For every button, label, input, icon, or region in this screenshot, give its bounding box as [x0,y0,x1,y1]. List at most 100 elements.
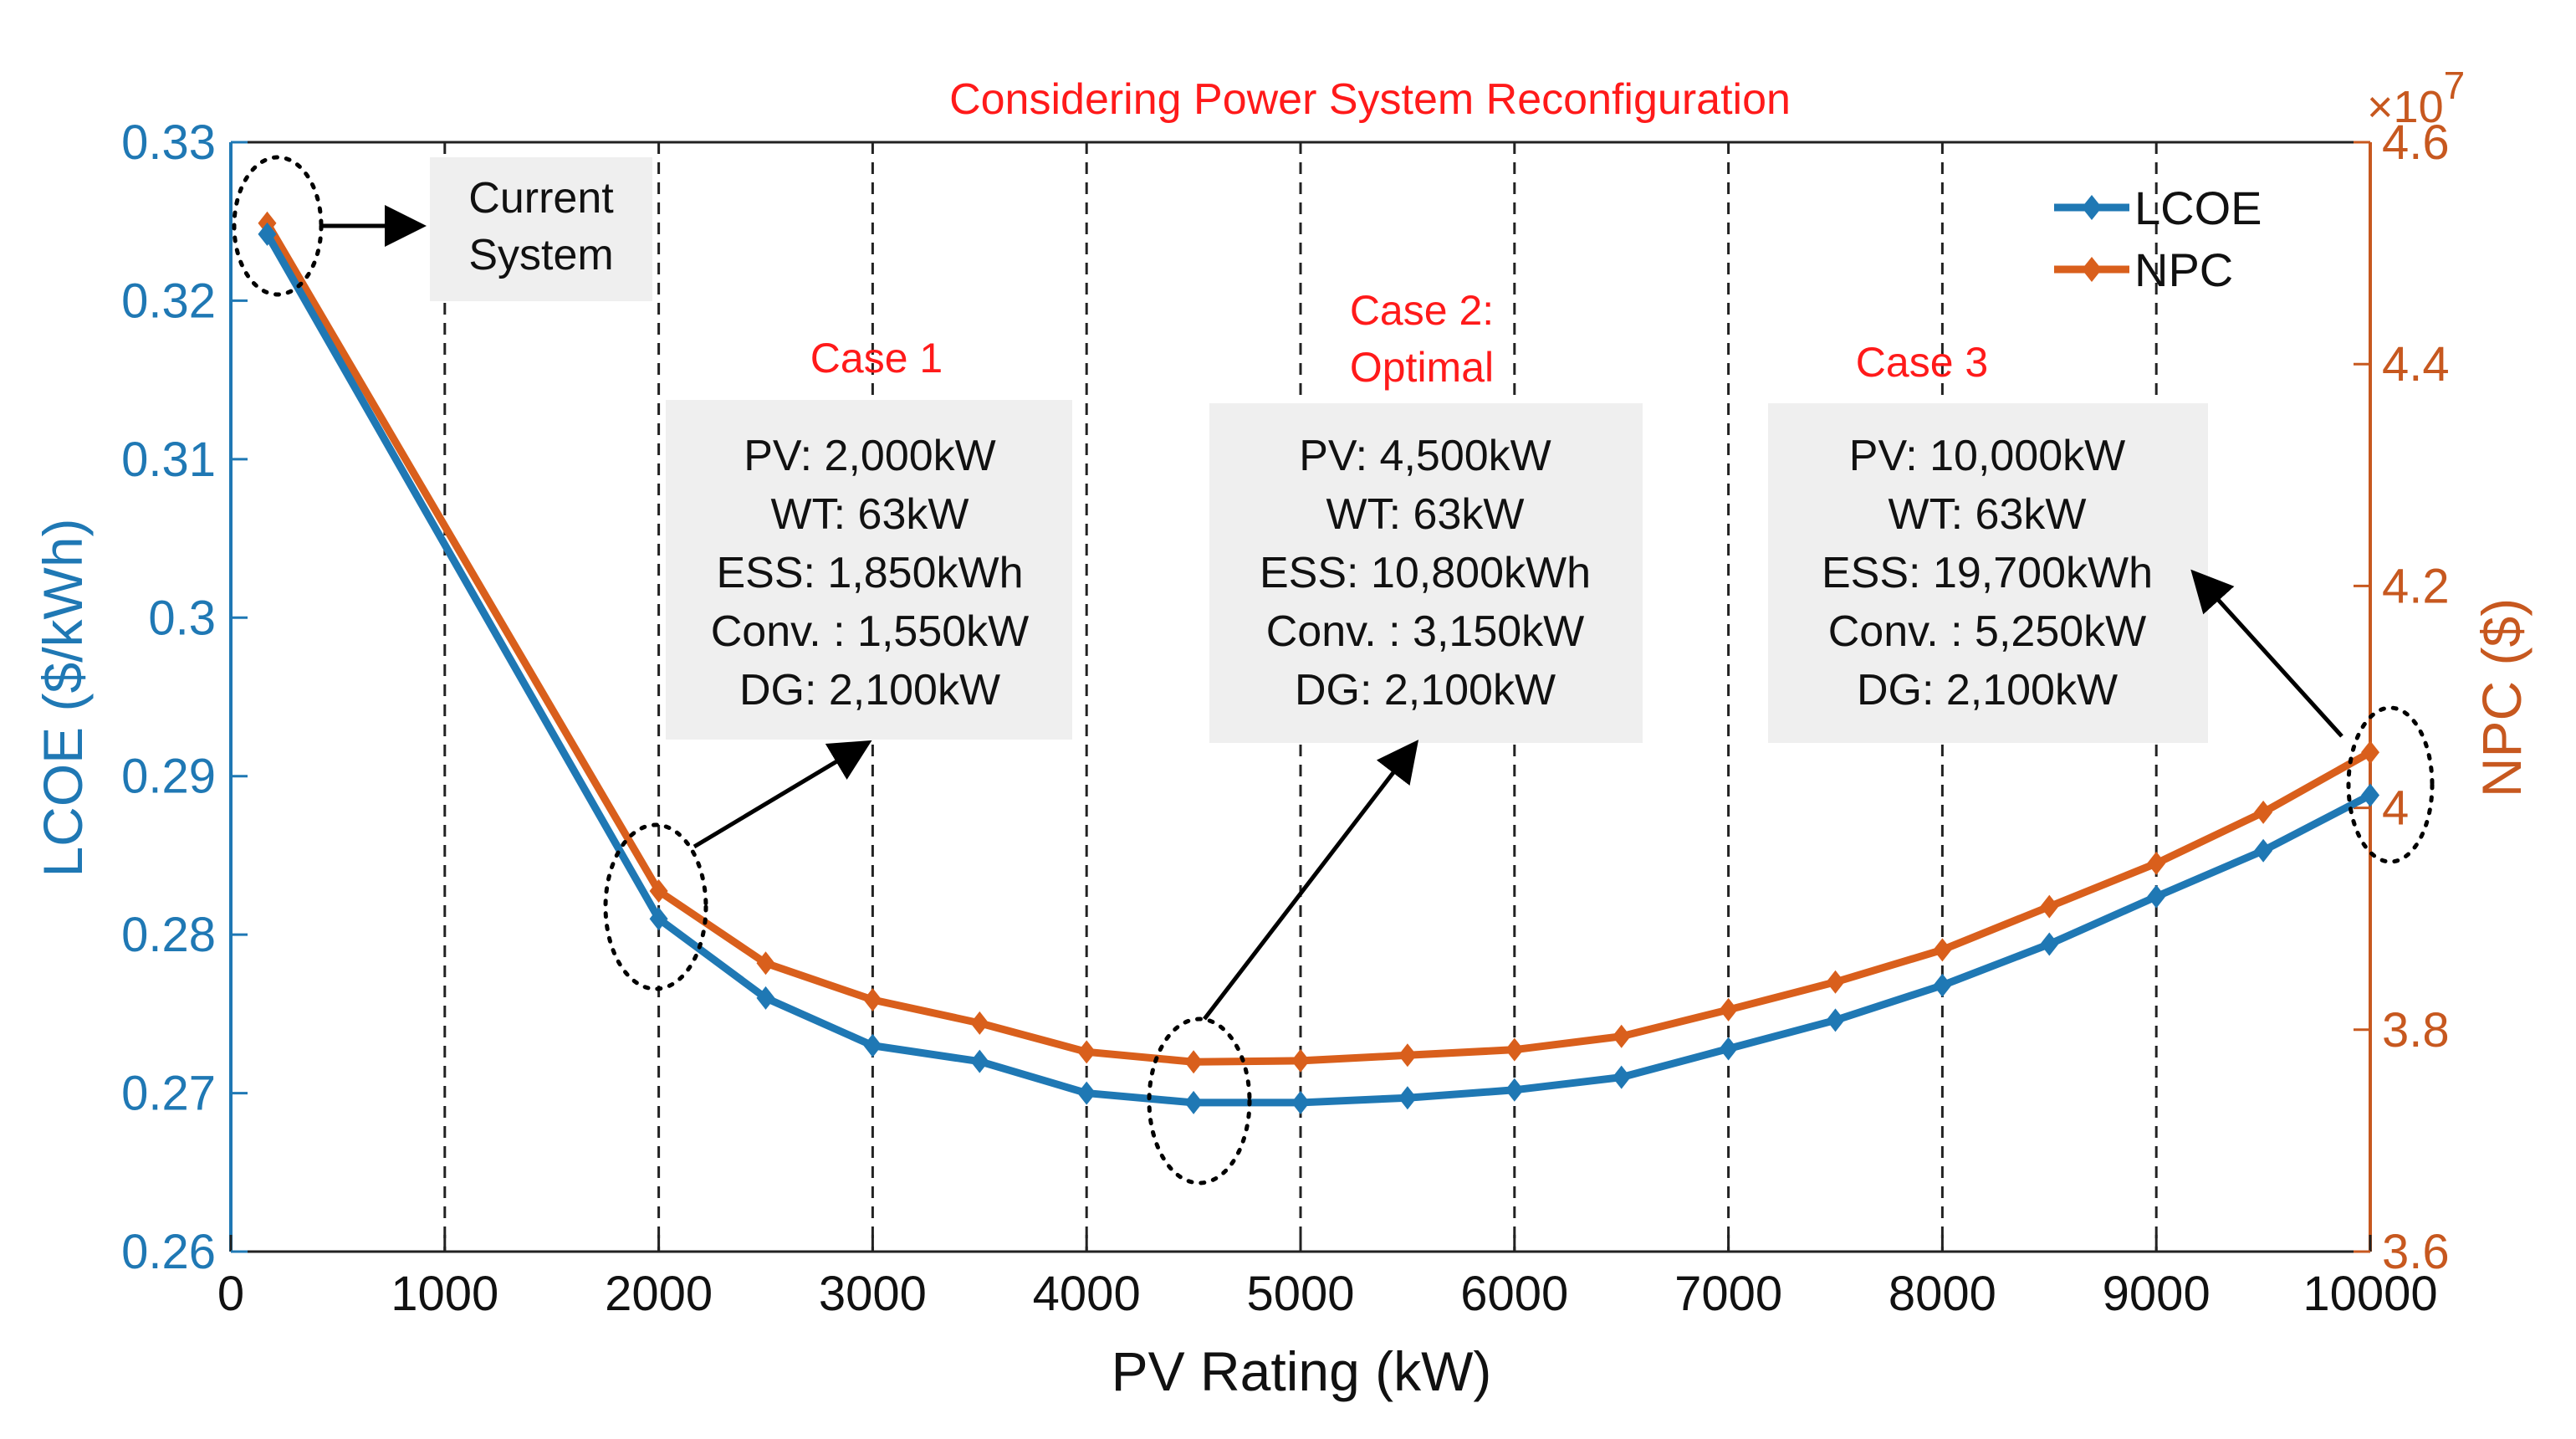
x-tick-label: 4000 [1033,1267,1141,1321]
case-2-line-2: WT: 63kW [1326,490,1525,539]
series-line-lcoe [263,232,2373,1107]
data-point-lcoe [1398,1086,1417,1110]
data-point-npc [2040,894,2059,919]
x-tick-label: 9000 [2103,1267,2211,1321]
data-point-lcoe [863,1033,882,1057]
data-point-lcoe [258,222,277,246]
y-left-tick-label: 0.29 [121,750,216,804]
current-system-line-1: Current [468,174,614,223]
data-point-lcoe [1077,1081,1096,1105]
highlight-current-system [232,155,324,297]
x-tick-label: 8000 [1889,1267,1996,1321]
right-axis-exponent: ×107 [2367,64,2465,132]
data-point-lcoe [970,1049,989,1073]
case-2-line-4: Conv. : 3,150kW [1266,607,1585,656]
arrow-case-1 [693,740,872,849]
y-right-tick-label: 4.6 [2382,115,2450,170]
x-tick-label: 7000 [1674,1267,1782,1321]
data-point-npc [2147,851,2166,875]
data-point-npc [1719,997,1738,1022]
data-point-npc [1933,938,1952,962]
y-left-tick-label: 0.32 [121,274,216,328]
case-2-line-3: ESS: 10,800kWh [1260,549,1591,597]
data-point-npc [1398,1043,1417,1068]
data-point-npc [756,951,775,976]
legend-npc-marker [2082,257,2102,282]
data-point-npc [1291,1048,1310,1073]
x-tick-label: 1000 [391,1267,498,1321]
series-layer [258,211,2379,1114]
y-right-tick-label: 4.4 [2382,337,2450,392]
data-point-lcoe [1505,1078,1524,1102]
highlight-case-2 [1147,1017,1252,1186]
highlight-case-3 [2346,705,2435,864]
data-point-lcoe [1719,1037,1738,1061]
data-point-npc [1184,1050,1204,1074]
data-point-npc [1077,1040,1096,1064]
data-point-lcoe [1826,1008,1845,1032]
case-1-line-1: PV: 2,000kW [744,432,996,480]
case-1-line-2: WT: 63kW [771,490,969,539]
y-left-tick-label: 0.27 [121,1067,216,1121]
annotation-case-3: Case 3 PV: 10,000kW WT: 63kW ESS: 19,700… [1768,339,2208,743]
case-2-line-1: PV: 4,500kW [1299,432,1551,480]
data-point-lcoe [1612,1065,1631,1089]
data-point-lcoe [1184,1090,1204,1114]
data-point-lcoe [649,907,668,931]
y-left-tick-label: 0.33 [121,115,216,170]
data-point-npc [970,1011,989,1035]
y-axis-right-title: NPC ($) [2471,598,2533,797]
y-right-tick-label: 4 [2382,781,2409,836]
case-2-label-line-2: Optimal [1350,344,1494,391]
legend-lcoe-label: LCOE [2134,182,2262,234]
y-left-tick-label: 0.26 [121,1225,216,1279]
data-point-npc [2361,740,2379,765]
case-3-line-2: WT: 63kW [1889,490,2087,539]
y-left-tick-label: 0.31 [121,433,216,487]
data-point-lcoe [2040,932,2059,956]
case-2-line-5: DG: 2,100kW [1295,666,1556,714]
x-axis-title: PV Rating (kW) [1112,1340,1492,1402]
case-3-line-5: DG: 2,100kW [1857,666,2118,714]
case-2-label-line-1: Case 2: [1350,287,1494,334]
arrow-case-3 [2190,569,2343,738]
y-left-tick-label: 0.28 [121,908,216,962]
case-2-box [1209,403,1643,743]
x-tick-label: 0 [217,1267,244,1321]
arrow-case-2 [1203,740,1419,1021]
annotation-case-1: Case 1 PV: 2,000kW WT: 63kW ESS: 1,850kW… [666,335,1072,740]
data-point-npc [1505,1037,1524,1062]
series-line-npc [263,221,2373,1066]
legend-lcoe-marker [2082,195,2102,220]
chart-title: Considering Power System Reconfiguration [949,75,1791,124]
data-point-lcoe [2361,783,2379,807]
data-point-npc [863,987,882,1011]
data-point-npc [1826,970,1845,994]
highlight-case-1 [603,822,708,991]
data-point-lcoe [2254,838,2273,863]
x-tick-label: 3000 [819,1267,927,1321]
case-1-line-5: DG: 2,100kW [739,666,1000,714]
case-1-box [666,400,1072,740]
data-point-npc [2254,800,2273,824]
x-tick-label: 2000 [605,1267,713,1321]
case-1-line-3: ESS: 1,850kWh [716,549,1023,597]
data-point-lcoe [1933,973,1952,997]
case-3-line-1: PV: 10,000kW [1849,432,2125,480]
data-point-lcoe [756,986,775,1010]
y-right-tick-label: 3.6 [2382,1225,2450,1279]
y-right-tick-label: 4.2 [2382,559,2450,613]
legend: LCOE NPC [2054,182,2262,296]
axis-ticks: 0 1000 2000 3000 4000 5000 6000 7000 8000 9000 100… [121,115,2450,1321]
case-1-line-4: Conv. : 1,550kW [711,607,1030,656]
data-point-npc [1612,1024,1631,1048]
case-3-line-3: ESS: 19,700kWh [1822,549,2153,597]
case-3-line-4: Conv. : 5,250kW [1828,607,2147,656]
case-1-label: Case 1 [810,335,943,382]
data-point-npc [649,879,668,904]
annotation-case-2: Case 2: Optimal PV: 4,500kW WT: 63kW ESS… [1209,287,1643,743]
current-system-line-2: System [468,231,613,279]
current-system-box [430,157,652,301]
y-left-tick-label: 0.3 [148,591,216,645]
